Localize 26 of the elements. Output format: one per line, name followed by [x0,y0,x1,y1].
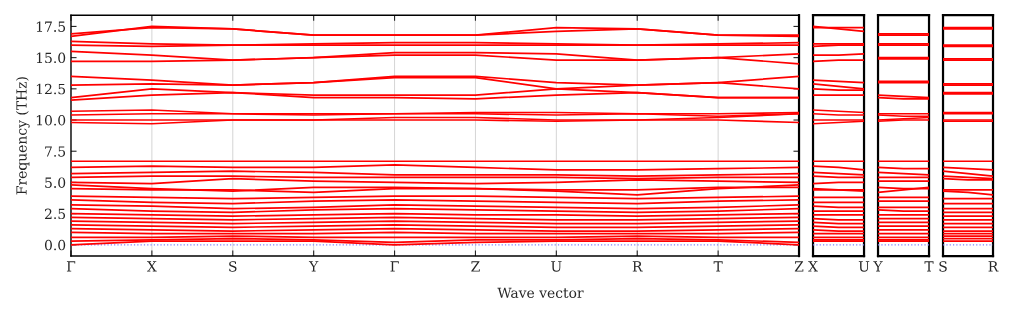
x-axis-title: Wave vector [497,287,584,299]
x-tick-label: Z [794,261,804,272]
y-tick-label: 17.5 [36,21,66,32]
x-tick-label: R [632,261,643,272]
x-tick-label: T [924,261,934,272]
y-tick-label: 0.0 [44,239,66,251]
x-tick-label: S [229,261,237,272]
x-tick-label: X [147,261,157,272]
x-tick-label: U [858,261,870,272]
y-tick-label: 10.0 [36,114,66,126]
x-tick-label: T [713,261,723,272]
x-tick-label: Z [471,261,480,272]
y-tick-label: 12.5 [36,83,66,95]
y-tick-label: 5.0 [45,177,66,188]
y-tick-label: 7.5 [45,146,66,157]
y-tick-label: 2.5 [44,208,66,220]
x-tick-label: S [939,261,947,272]
x-tick-label: Y [308,261,319,272]
x-tick-label: X [808,261,818,272]
y-tick-label: 15.0 [36,52,66,64]
y-axis-title: Frequency (THz) [16,77,30,195]
x-tick-label: R [988,261,999,272]
x-tick-label: Y [873,261,883,272]
x-tick-label: Γ [66,261,76,272]
x-tick-label: U [551,261,562,272]
x-tick-label: Γ [390,261,399,272]
